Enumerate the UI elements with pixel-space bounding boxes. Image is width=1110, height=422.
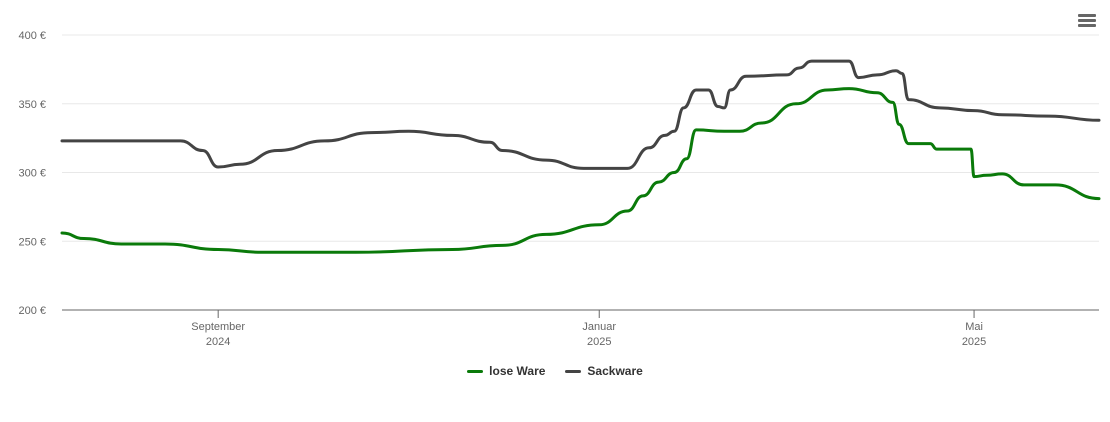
grid-lines bbox=[62, 34, 1099, 242]
legend: lose Ware Sackware bbox=[0, 364, 1110, 378]
hamburger-menu-icon[interactable] bbox=[1076, 12, 1098, 32]
x-tick-label: September bbox=[191, 321, 245, 333]
x-tick-year-label: 2024 bbox=[206, 336, 230, 348]
x-axis: September 2024 Januar 2025 Mai 2025 bbox=[191, 310, 986, 348]
y-tick-label: 300 € bbox=[18, 168, 46, 180]
legend-swatch bbox=[565, 369, 582, 373]
x-tick-label: Januar bbox=[582, 321, 616, 333]
legend-item-lose-ware[interactable]: lose Ware bbox=[467, 364, 545, 378]
x-tick-year-label: 2025 bbox=[962, 336, 986, 348]
y-axis: 200 € 250 € 300 € 350 € 400 € bbox=[18, 30, 46, 317]
series-line-sackware bbox=[60, 59, 1101, 170]
x-tick-label: Mai bbox=[965, 321, 983, 333]
legend-label: lose Ware bbox=[489, 364, 546, 378]
y-tick-label: 200 € bbox=[18, 305, 46, 317]
y-tick-label: 250 € bbox=[18, 236, 46, 248]
x-tick-year-label: 2025 bbox=[587, 336, 611, 348]
legend-label: Sackware bbox=[587, 364, 643, 378]
legend-item-sackware[interactable]: Sackware bbox=[565, 364, 643, 378]
series-line-lose-ware bbox=[60, 87, 1101, 254]
y-tick-label: 400 € bbox=[18, 30, 46, 42]
series-lines bbox=[60, 59, 1101, 254]
legend-swatch bbox=[467, 369, 484, 373]
y-tick-label: 350 € bbox=[18, 99, 46, 111]
